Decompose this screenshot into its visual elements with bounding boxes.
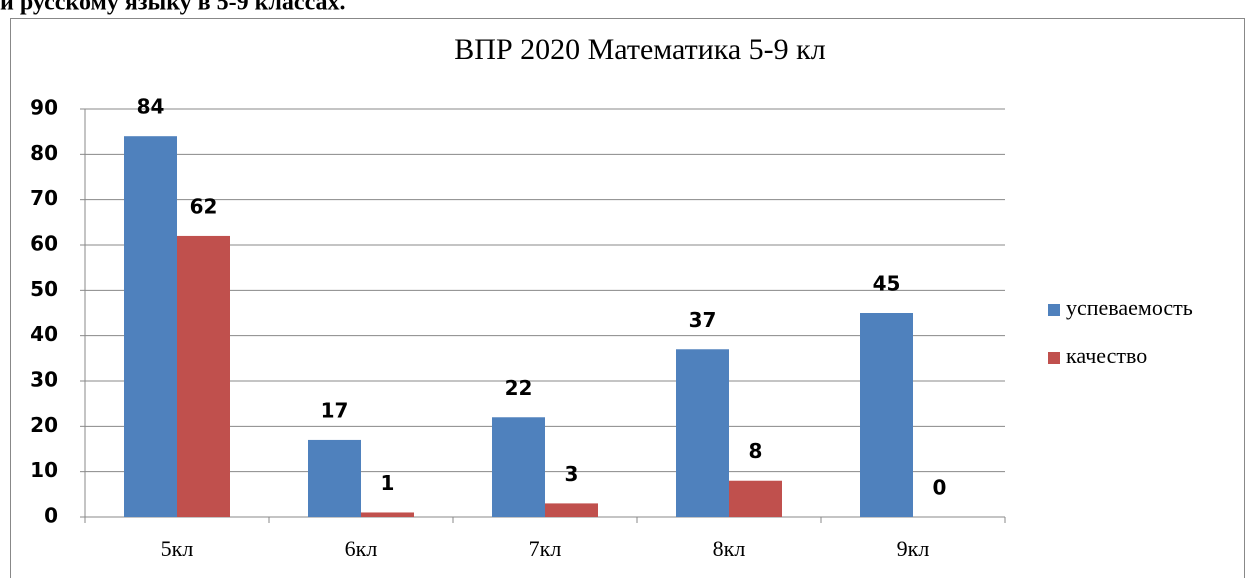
legend-swatch bbox=[1048, 304, 1060, 316]
y-tick-label: 50 bbox=[30, 277, 58, 301]
bar bbox=[860, 313, 913, 517]
x-tick-label: 5кл bbox=[161, 536, 194, 561]
data-label: 3 bbox=[565, 462, 579, 486]
heading: и русскому языку в 5-9 классах. bbox=[0, 0, 346, 16]
x-tick-label: 8кл bbox=[713, 536, 746, 561]
bar bbox=[492, 417, 545, 517]
chart-title: ВПР 2020 Математика 5-9 кл bbox=[454, 33, 825, 66]
y-tick-label: 40 bbox=[30, 322, 58, 346]
y-tick-label: 80 bbox=[30, 141, 58, 165]
data-label: 45 bbox=[873, 272, 901, 296]
data-label: 8 bbox=[749, 439, 763, 463]
data-label: 17 bbox=[321, 398, 349, 422]
bar bbox=[729, 480, 782, 517]
data-label: 22 bbox=[505, 376, 533, 400]
bar bbox=[361, 512, 414, 517]
bar bbox=[177, 235, 230, 517]
y-tick-label: 90 bbox=[30, 96, 58, 120]
y-tick-label: 0 bbox=[44, 504, 58, 528]
bar bbox=[545, 503, 598, 517]
x-tick-label: 6кл bbox=[345, 536, 378, 561]
data-label: 37 bbox=[689, 308, 717, 332]
y-tick-label: 30 bbox=[30, 368, 58, 392]
data-label: 62 bbox=[190, 194, 218, 218]
data-label: 1 bbox=[381, 471, 395, 495]
y-tick-label: 60 bbox=[30, 232, 58, 256]
legend-swatch bbox=[1048, 352, 1060, 364]
y-tick-label: 10 bbox=[30, 458, 58, 482]
bar bbox=[124, 136, 177, 517]
x-tick-label: 7кл bbox=[529, 536, 562, 561]
data-label: 84 bbox=[137, 95, 165, 119]
x-tick-label: 9кл bbox=[897, 536, 930, 561]
legend-label: качество bbox=[1066, 343, 1147, 368]
y-tick-label: 70 bbox=[30, 186, 58, 210]
bar bbox=[676, 349, 729, 517]
legend-label: успеваемость bbox=[1066, 295, 1193, 320]
y-tick-label: 20 bbox=[30, 413, 58, 437]
bar bbox=[308, 439, 361, 517]
data-label: 0 bbox=[933, 476, 947, 500]
